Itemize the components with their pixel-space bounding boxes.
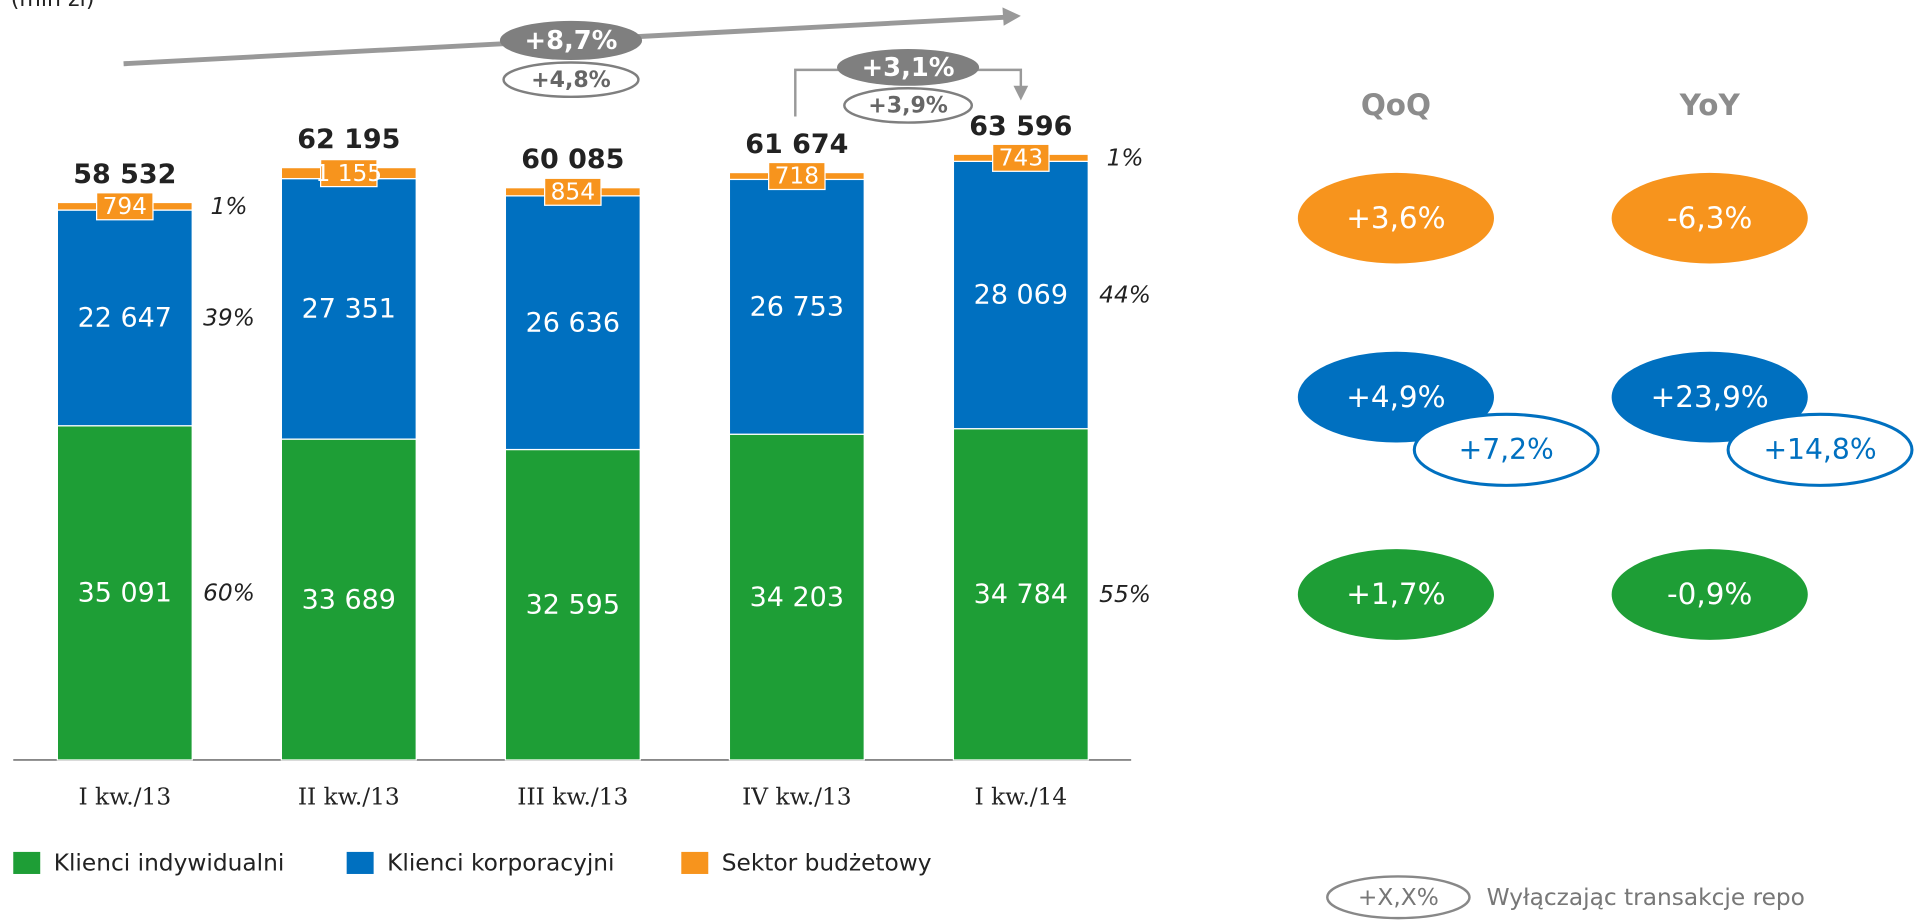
segment-label: 26 753 <box>750 292 844 323</box>
legend-label: Klienci indywidualni <box>54 850 285 877</box>
x-tick-label: I kw./14 <box>974 783 1067 810</box>
panel-badge <box>1297 351 1494 443</box>
segment-label: 27 351 <box>302 294 396 325</box>
bar-segment <box>280 178 417 440</box>
bar-segment <box>952 428 1089 761</box>
panel-value: -0,9% <box>1667 577 1752 611</box>
share-label: 1% <box>1107 145 1144 172</box>
total-label: 58 532 <box>73 159 176 190</box>
value-label-box <box>544 177 602 206</box>
panel-ex-badge <box>1412 412 1600 487</box>
share-label: 60% <box>203 580 255 607</box>
value-label-box <box>992 143 1050 172</box>
segment-label: 35 091 <box>78 578 172 609</box>
panel-badge <box>1297 172 1494 264</box>
legend-swatch <box>346 851 374 874</box>
value-label-box <box>95 192 154 221</box>
bar-segment <box>56 209 193 427</box>
panel-badge <box>1611 549 1808 640</box>
value-label-box <box>768 161 826 191</box>
panel-badge <box>1611 172 1808 264</box>
segment-label: 32 595 <box>526 589 620 620</box>
segment-label: 718 <box>775 163 819 190</box>
growth-badge <box>836 49 980 86</box>
panel-value: +3,6% <box>1346 201 1445 235</box>
bar-segment <box>952 160 1089 430</box>
segment-label: 794 <box>103 193 147 220</box>
legend-label: Klienci korporacyjni <box>387 850 614 877</box>
segment-label: 34 784 <box>974 579 1068 610</box>
growth-label: +3,1% <box>862 53 955 83</box>
share-label: 44% <box>1099 282 1151 309</box>
x-tick-label: I kw./13 <box>78 783 171 810</box>
panel-badge <box>1297 549 1494 640</box>
panel-value: +1,7% <box>1346 577 1445 611</box>
segment-label: 26 636 <box>526 307 620 338</box>
panel-header: YoY <box>1679 88 1741 122</box>
share-label: 1% <box>211 193 248 220</box>
bar-segment <box>728 178 865 435</box>
panel-value: -6,3% <box>1667 201 1752 235</box>
bar-segment <box>504 448 641 761</box>
legend-swatch <box>681 851 709 874</box>
bar-segment <box>56 425 193 761</box>
legend-label: Sektor budżetowy <box>722 850 932 877</box>
note-symbol-outline <box>1326 875 1471 920</box>
panel-ex-value: +14,8% <box>1763 433 1876 466</box>
note-symbol: +X,X% <box>1358 884 1439 911</box>
unit-label: (mln zł) <box>11 0 95 12</box>
growth-badge <box>499 20 643 61</box>
growth-badge-outline <box>502 61 640 99</box>
growth-ex-repo: +3,9% <box>868 94 948 119</box>
bar-segment <box>504 195 641 451</box>
legend-swatch <box>13 851 41 874</box>
share-label: 55% <box>1099 581 1151 608</box>
panel-badge <box>1611 351 1808 443</box>
segment-label: 1 155 <box>316 160 383 187</box>
total-label: 63 596 <box>969 111 1072 142</box>
total-label: 62 195 <box>297 124 400 155</box>
segment-label: 34 203 <box>750 582 844 613</box>
segment-label: 743 <box>999 145 1043 172</box>
total-label: 60 085 <box>521 144 624 175</box>
bar-segment <box>728 433 865 761</box>
x-tick-label: IV kw./13 <box>742 783 851 810</box>
bar-segment <box>280 438 417 761</box>
growth-badge-outline <box>843 87 974 124</box>
x-tick-label: III kw./13 <box>517 783 628 810</box>
panel-value: +23,9% <box>1651 380 1769 414</box>
segment-label: 28 069 <box>974 280 1068 311</box>
x-tick-label: II kw./13 <box>298 783 400 810</box>
value-label-box <box>320 159 378 188</box>
growth-ex-repo: +4,8% <box>531 68 611 93</box>
segment-label: 33 689 <box>302 584 396 615</box>
panel-ex-badge <box>1726 412 1914 487</box>
total-label: 61 674 <box>745 129 848 160</box>
segment-label: 854 <box>551 179 595 206</box>
panel-value: +4,9% <box>1346 380 1445 414</box>
arrow-head <box>1013 85 1029 101</box>
growth-label: +8,7% <box>525 26 618 56</box>
segment-label: 22 647 <box>78 303 172 334</box>
panel-header: QoQ <box>1361 88 1431 122</box>
arrow-head <box>1002 7 1021 26</box>
panel-ex-value: +7,2% <box>1459 433 1554 466</box>
note-text: Wyłączając transakcje repo <box>1487 884 1805 911</box>
share-label: 39% <box>203 305 255 332</box>
